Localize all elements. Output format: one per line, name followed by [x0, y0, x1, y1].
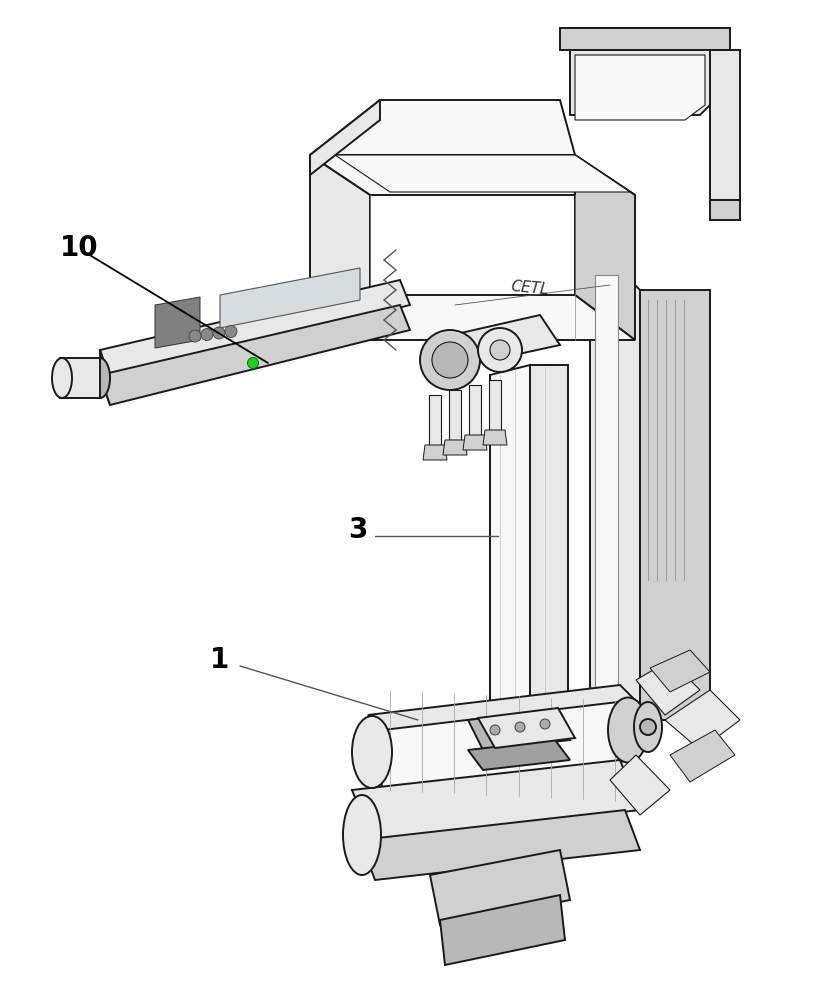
Polygon shape	[468, 710, 570, 750]
Polygon shape	[430, 850, 570, 925]
Ellipse shape	[352, 716, 392, 788]
Text: 1: 1	[210, 646, 229, 674]
Polygon shape	[665, 690, 740, 750]
Polygon shape	[220, 268, 360, 328]
Text: CETL: CETL	[510, 279, 550, 297]
Circle shape	[247, 358, 258, 368]
Polygon shape	[440, 895, 565, 965]
Polygon shape	[449, 390, 461, 440]
Polygon shape	[310, 100, 575, 155]
Circle shape	[515, 722, 525, 732]
Polygon shape	[310, 155, 370, 340]
Circle shape	[640, 719, 656, 735]
Polygon shape	[100, 350, 110, 405]
Polygon shape	[463, 435, 487, 450]
Polygon shape	[650, 650, 710, 692]
Polygon shape	[430, 315, 560, 370]
Polygon shape	[640, 290, 710, 720]
Polygon shape	[423, 445, 447, 460]
Polygon shape	[368, 700, 635, 790]
Circle shape	[540, 719, 550, 729]
Polygon shape	[610, 755, 670, 815]
Ellipse shape	[343, 795, 381, 875]
Ellipse shape	[52, 358, 72, 398]
Polygon shape	[710, 200, 740, 220]
Polygon shape	[360, 810, 640, 880]
Polygon shape	[310, 100, 380, 175]
Polygon shape	[468, 740, 570, 770]
Polygon shape	[636, 660, 700, 715]
Circle shape	[432, 342, 468, 378]
Circle shape	[490, 340, 510, 360]
Polygon shape	[590, 270, 640, 720]
Polygon shape	[443, 440, 467, 455]
Text: 10: 10	[60, 234, 99, 262]
Polygon shape	[155, 297, 200, 348]
Circle shape	[490, 725, 500, 735]
Polygon shape	[710, 50, 740, 200]
Polygon shape	[310, 155, 635, 195]
Circle shape	[189, 330, 201, 342]
Ellipse shape	[634, 702, 662, 752]
Circle shape	[201, 328, 213, 340]
Polygon shape	[570, 28, 720, 115]
Polygon shape	[595, 275, 618, 715]
Ellipse shape	[90, 358, 110, 398]
Polygon shape	[478, 708, 575, 748]
Polygon shape	[489, 380, 501, 430]
Polygon shape	[335, 155, 630, 192]
Circle shape	[420, 330, 480, 390]
Circle shape	[225, 326, 237, 338]
Polygon shape	[575, 55, 705, 120]
Circle shape	[213, 327, 225, 339]
Polygon shape	[368, 685, 635, 730]
Polygon shape	[100, 305, 410, 405]
Polygon shape	[575, 155, 635, 340]
Polygon shape	[352, 760, 640, 840]
Polygon shape	[530, 365, 568, 720]
Polygon shape	[670, 730, 735, 782]
Polygon shape	[100, 280, 410, 380]
Polygon shape	[490, 365, 530, 730]
Circle shape	[478, 328, 522, 372]
Polygon shape	[483, 430, 507, 445]
Ellipse shape	[608, 698, 648, 762]
Polygon shape	[310, 295, 635, 340]
Polygon shape	[560, 28, 730, 50]
Polygon shape	[60, 358, 100, 398]
Text: 3: 3	[348, 516, 367, 544]
Polygon shape	[429, 395, 441, 445]
Polygon shape	[469, 385, 481, 435]
